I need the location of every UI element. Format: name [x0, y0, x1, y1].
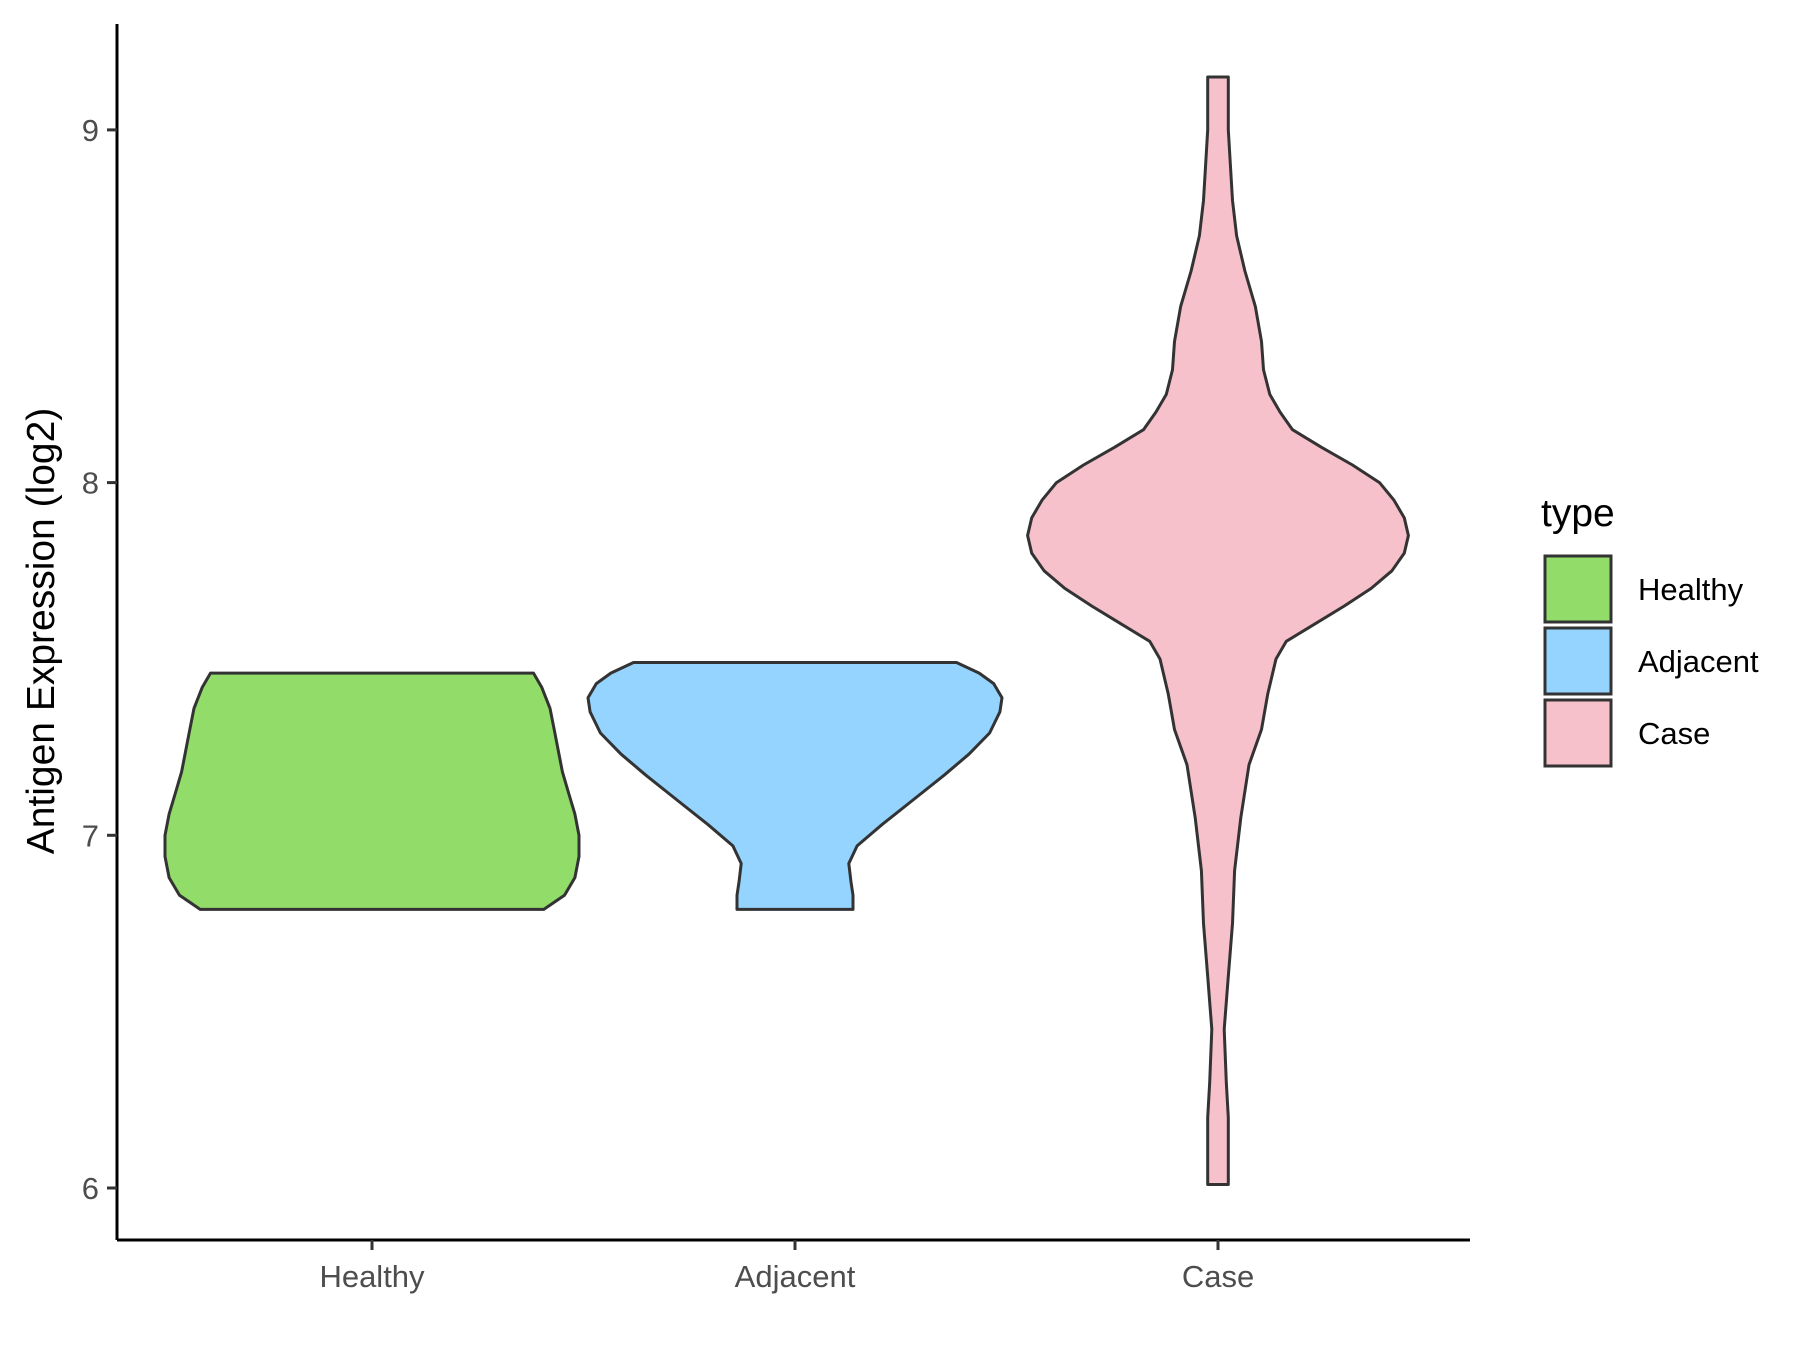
- legend: type Healthy Adjacent Case: [1541, 492, 1759, 768]
- legend-label-adjacent: Adjacent: [1638, 644, 1759, 679]
- violin-adjacent: [586, 661, 1004, 911]
- x-tick-label: Adjacent: [735, 1259, 856, 1294]
- y-tick-label: 7: [82, 818, 99, 853]
- x-axis: Healthy Adjacent Case: [117, 1238, 1470, 1294]
- legend-label-healthy: Healthy: [1638, 572, 1744, 607]
- legend-swatch-case: [1543, 698, 1613, 768]
- y-axis: 6 7 8 9: [82, 24, 119, 1240]
- y-axis-title: Antigen Expression (log2): [20, 408, 63, 855]
- violin-case: [1026, 75, 1410, 1186]
- violins-layer: [163, 75, 1410, 1186]
- legend-label-case: Case: [1638, 716, 1710, 751]
- x-tick-label: Case: [1182, 1259, 1254, 1294]
- violin-healthy: [163, 671, 581, 911]
- y-tick-label: 8: [82, 466, 99, 501]
- y-tick-label: 6: [82, 1171, 99, 1206]
- legend-swatch-healthy: [1543, 554, 1613, 624]
- y-tick-label: 9: [82, 113, 99, 148]
- legend-swatch-adjacent: [1543, 626, 1613, 696]
- x-tick-label: Healthy: [319, 1259, 425, 1294]
- legend-title: type: [1541, 492, 1615, 535]
